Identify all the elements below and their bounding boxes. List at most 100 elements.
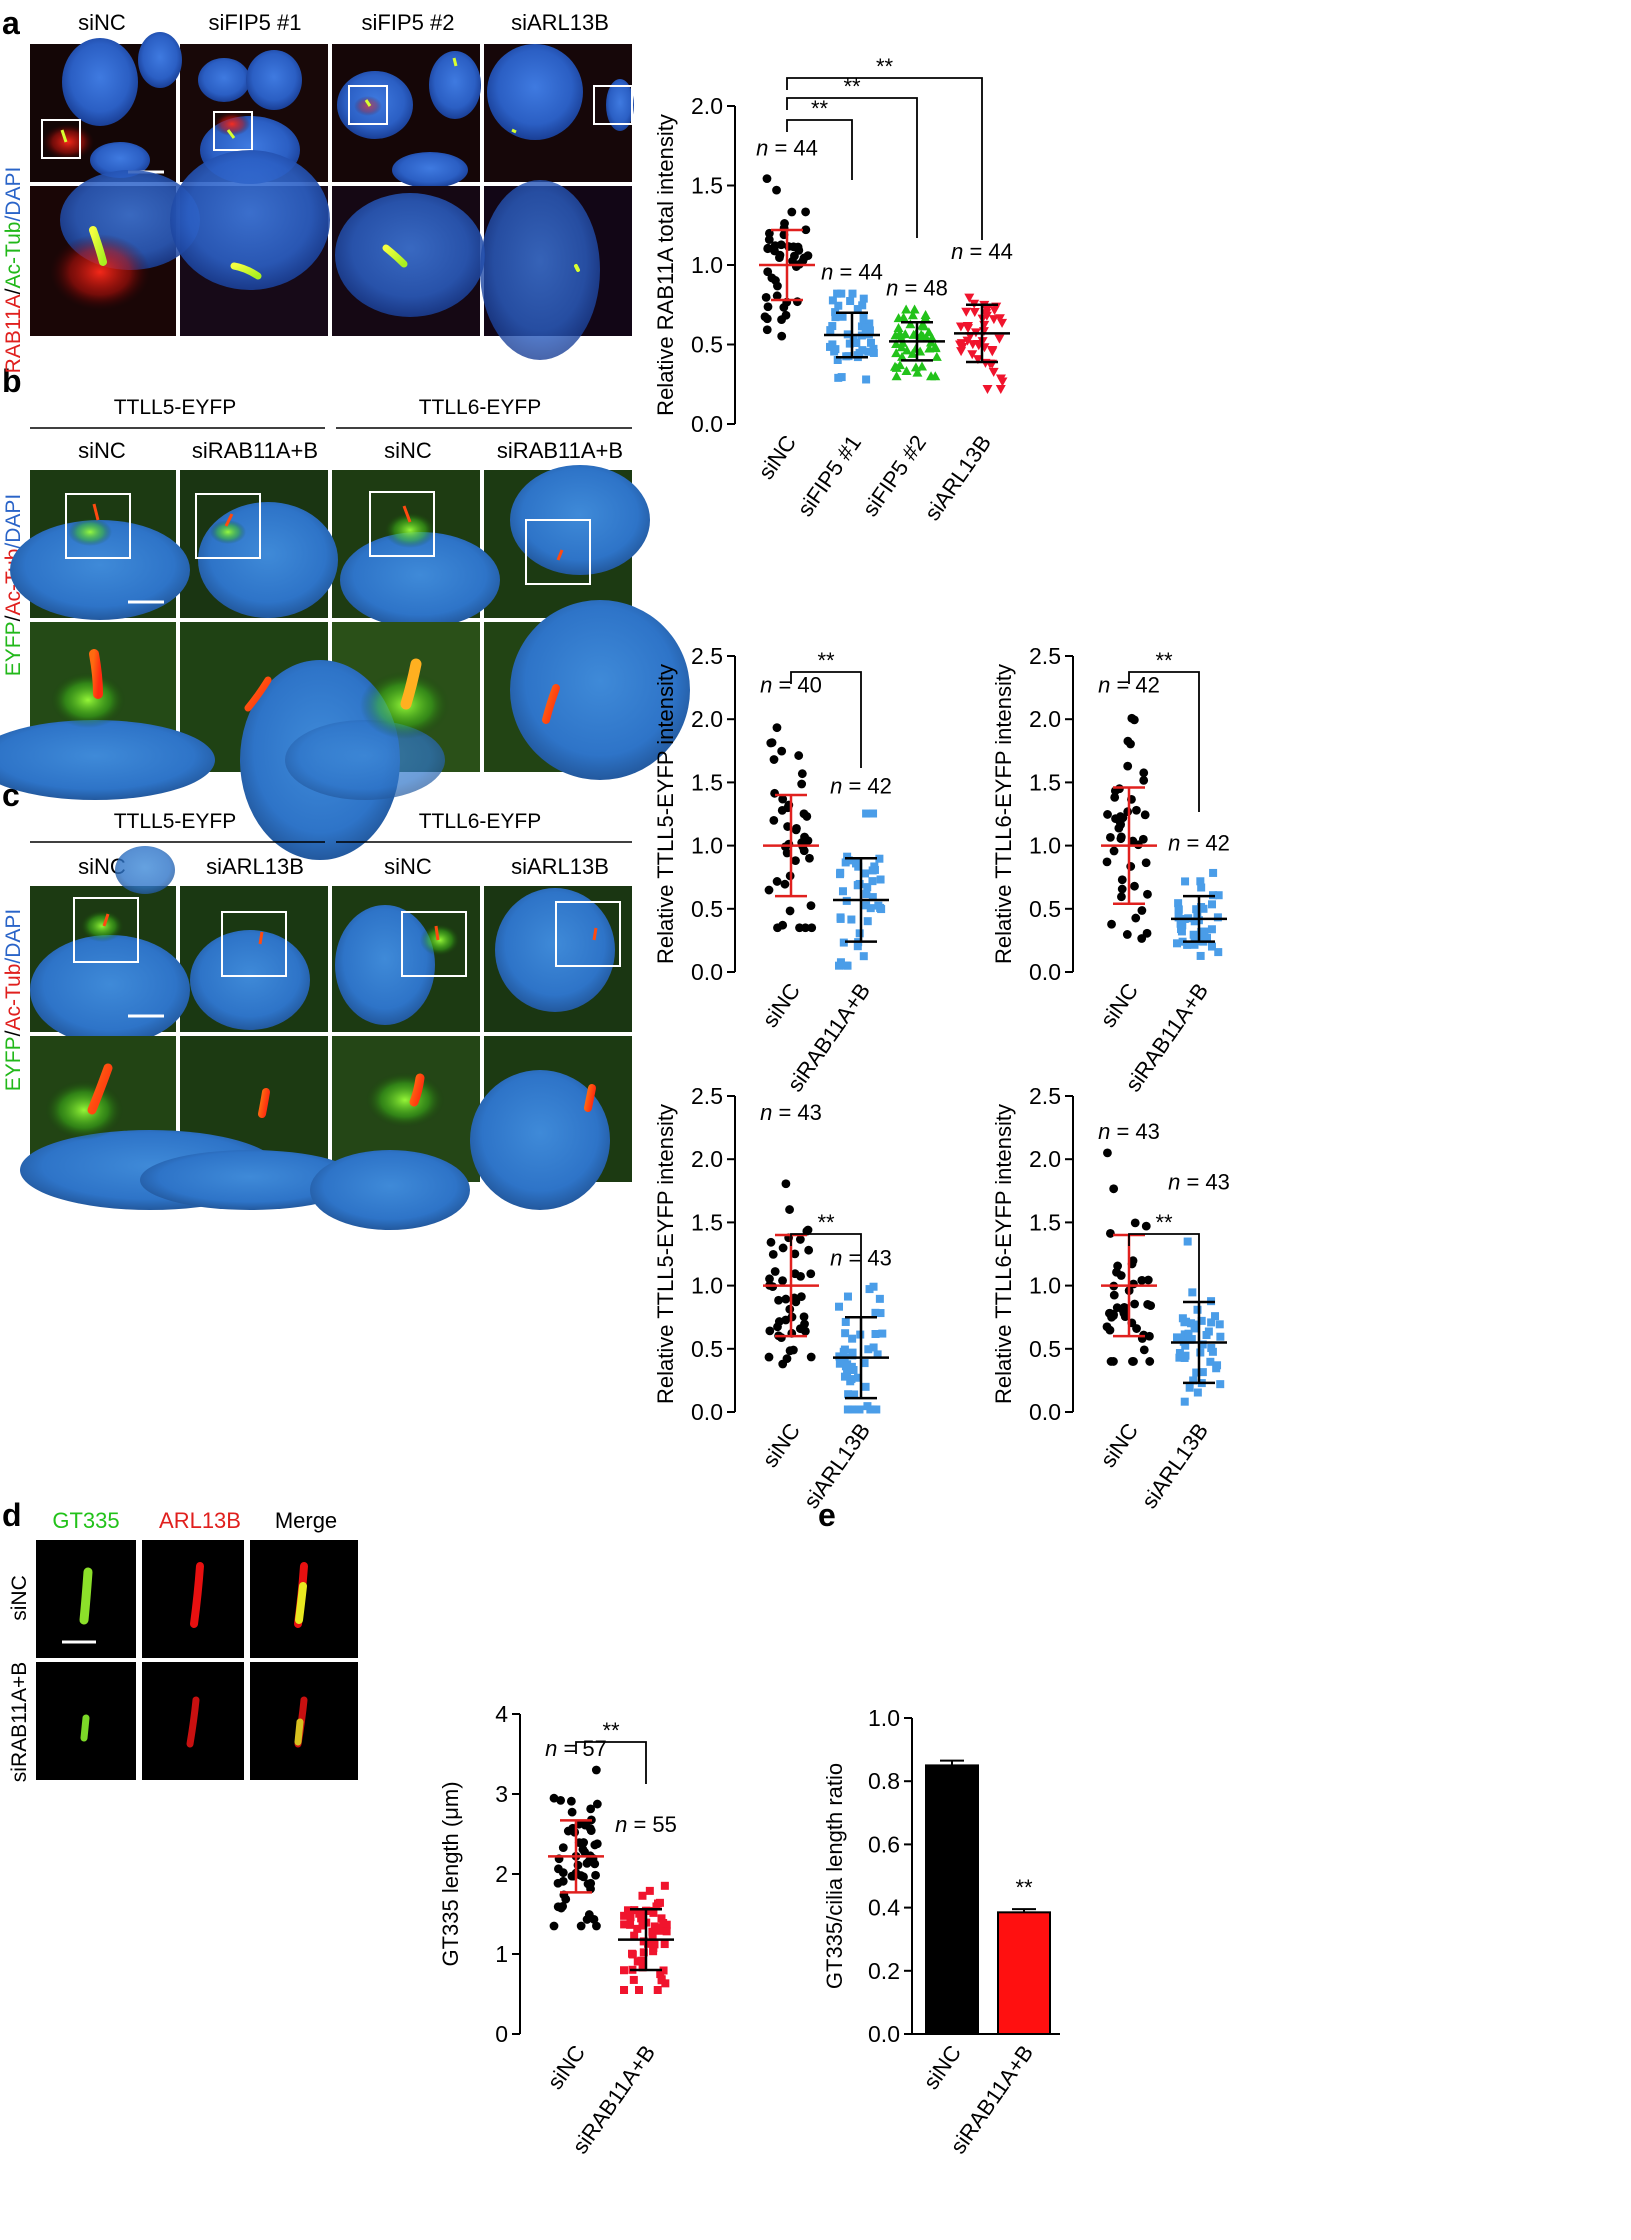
data-point xyxy=(871,1308,880,1317)
n-label: n = 43 xyxy=(1098,1119,1160,1144)
data-point xyxy=(563,1826,573,1836)
n-label: n = 42 xyxy=(1098,673,1160,698)
data-point xyxy=(1131,913,1141,923)
data-point xyxy=(800,1319,809,1329)
data-point xyxy=(620,1986,629,1994)
data-point xyxy=(549,1793,559,1803)
data-point xyxy=(1174,899,1183,908)
data-point xyxy=(792,297,802,307)
n-label: n = 42 xyxy=(830,774,892,799)
data-point xyxy=(830,347,839,356)
y-tick-label: 1.0 xyxy=(1029,1273,1061,1299)
y-tick-label: 0 xyxy=(495,2021,508,2047)
data-point xyxy=(1109,1357,1118,1366)
data-point xyxy=(767,738,777,748)
data-point xyxy=(910,362,921,372)
data-point xyxy=(1207,942,1216,951)
panel-a-stain-label: RAB11A/Ac-Tub/DAPI xyxy=(2,167,25,374)
data-point xyxy=(807,923,817,933)
data-point xyxy=(778,794,788,804)
data-point xyxy=(1117,892,1126,902)
data-point xyxy=(843,1405,852,1414)
data-point xyxy=(630,1931,639,1940)
data-point xyxy=(844,856,853,865)
data-point xyxy=(921,333,932,343)
n-symbol: n xyxy=(760,673,772,698)
data-point xyxy=(997,318,1008,328)
y-tick-label: 0.0 xyxy=(1029,959,1061,985)
data-point xyxy=(1105,1229,1115,1238)
x-tick-label: siNC xyxy=(757,1418,805,1471)
data-point xyxy=(1128,1256,1138,1266)
data-point xyxy=(657,1975,666,1984)
stain-rab11a: RAB11A xyxy=(2,294,25,373)
data-point xyxy=(850,1390,859,1399)
data-point xyxy=(1109,1184,1119,1194)
data-point xyxy=(762,314,772,324)
panel-b-group-1: TTLL5-EYFP xyxy=(114,396,237,419)
data-point xyxy=(1142,928,1152,938)
panel-d-row-1: siNC xyxy=(8,1575,31,1621)
sig-bracket xyxy=(786,97,918,238)
data-point xyxy=(806,1269,816,1279)
data-point xyxy=(805,853,814,863)
sig-star: ** xyxy=(811,96,829,121)
data-point xyxy=(876,875,885,884)
data-point xyxy=(1129,1357,1138,1366)
data-point xyxy=(1209,868,1218,877)
data-point xyxy=(806,1352,816,1362)
panel-d-col-1: GT335 xyxy=(52,1508,119,1533)
y-tick-label: 0.2 xyxy=(868,1958,900,1984)
data-point xyxy=(637,1914,646,1923)
data-point xyxy=(782,1354,792,1364)
data-point xyxy=(768,1249,778,1259)
data-point xyxy=(1190,940,1199,949)
data-point xyxy=(848,289,857,298)
data-point xyxy=(831,313,840,322)
panel-b-col-3: siNC xyxy=(384,438,432,463)
bar xyxy=(997,1911,1051,2035)
data-point xyxy=(1113,1261,1123,1271)
data-point xyxy=(657,1914,666,1923)
data-point xyxy=(628,1949,637,1958)
data-point xyxy=(1192,905,1201,914)
data-point xyxy=(1196,877,1205,886)
data-point xyxy=(833,355,842,364)
n-label: n = 55 xyxy=(615,1812,677,1837)
data-point xyxy=(1190,933,1199,942)
sig-star: ** xyxy=(602,1718,620,1743)
data-point xyxy=(863,883,872,892)
data-point xyxy=(1116,832,1126,842)
data-point xyxy=(838,887,847,896)
data-point xyxy=(967,350,978,360)
data-point xyxy=(1207,1318,1216,1327)
data-point xyxy=(762,174,772,184)
data-point xyxy=(592,1799,602,1809)
data-point xyxy=(662,1927,671,1936)
sig-star: ** xyxy=(1015,1875,1033,1900)
data-point xyxy=(930,343,941,353)
y-axis-label: Relative RAB11A total intensity xyxy=(653,114,678,416)
panel-letter-a: a xyxy=(2,5,20,41)
data-point xyxy=(1139,775,1149,785)
n-value: = 42 xyxy=(1110,673,1160,698)
y-tick-label: 0.0 xyxy=(868,2021,900,2047)
data-point xyxy=(964,293,975,303)
data-point xyxy=(1109,846,1119,856)
data-point xyxy=(862,809,871,818)
data-point xyxy=(1123,736,1133,746)
data-point xyxy=(566,1796,576,1806)
data-point xyxy=(875,854,884,863)
data-point xyxy=(847,1375,856,1384)
data-point xyxy=(645,1886,654,1895)
data-point xyxy=(1196,1348,1205,1357)
chart-e: 0.0 0.2 0.4 0.6 0.8 1.0 GT335/cilia length rat… xyxy=(822,1705,1060,2158)
n-value: = 57 xyxy=(557,1736,607,1761)
y-tick-label: 1.0 xyxy=(691,1273,723,1299)
data-point xyxy=(862,890,871,899)
n-symbol: n xyxy=(830,1245,842,1270)
data-point xyxy=(589,1914,599,1924)
sig-bracket xyxy=(786,77,983,240)
data-point xyxy=(849,334,858,343)
data-point xyxy=(659,1919,668,1928)
